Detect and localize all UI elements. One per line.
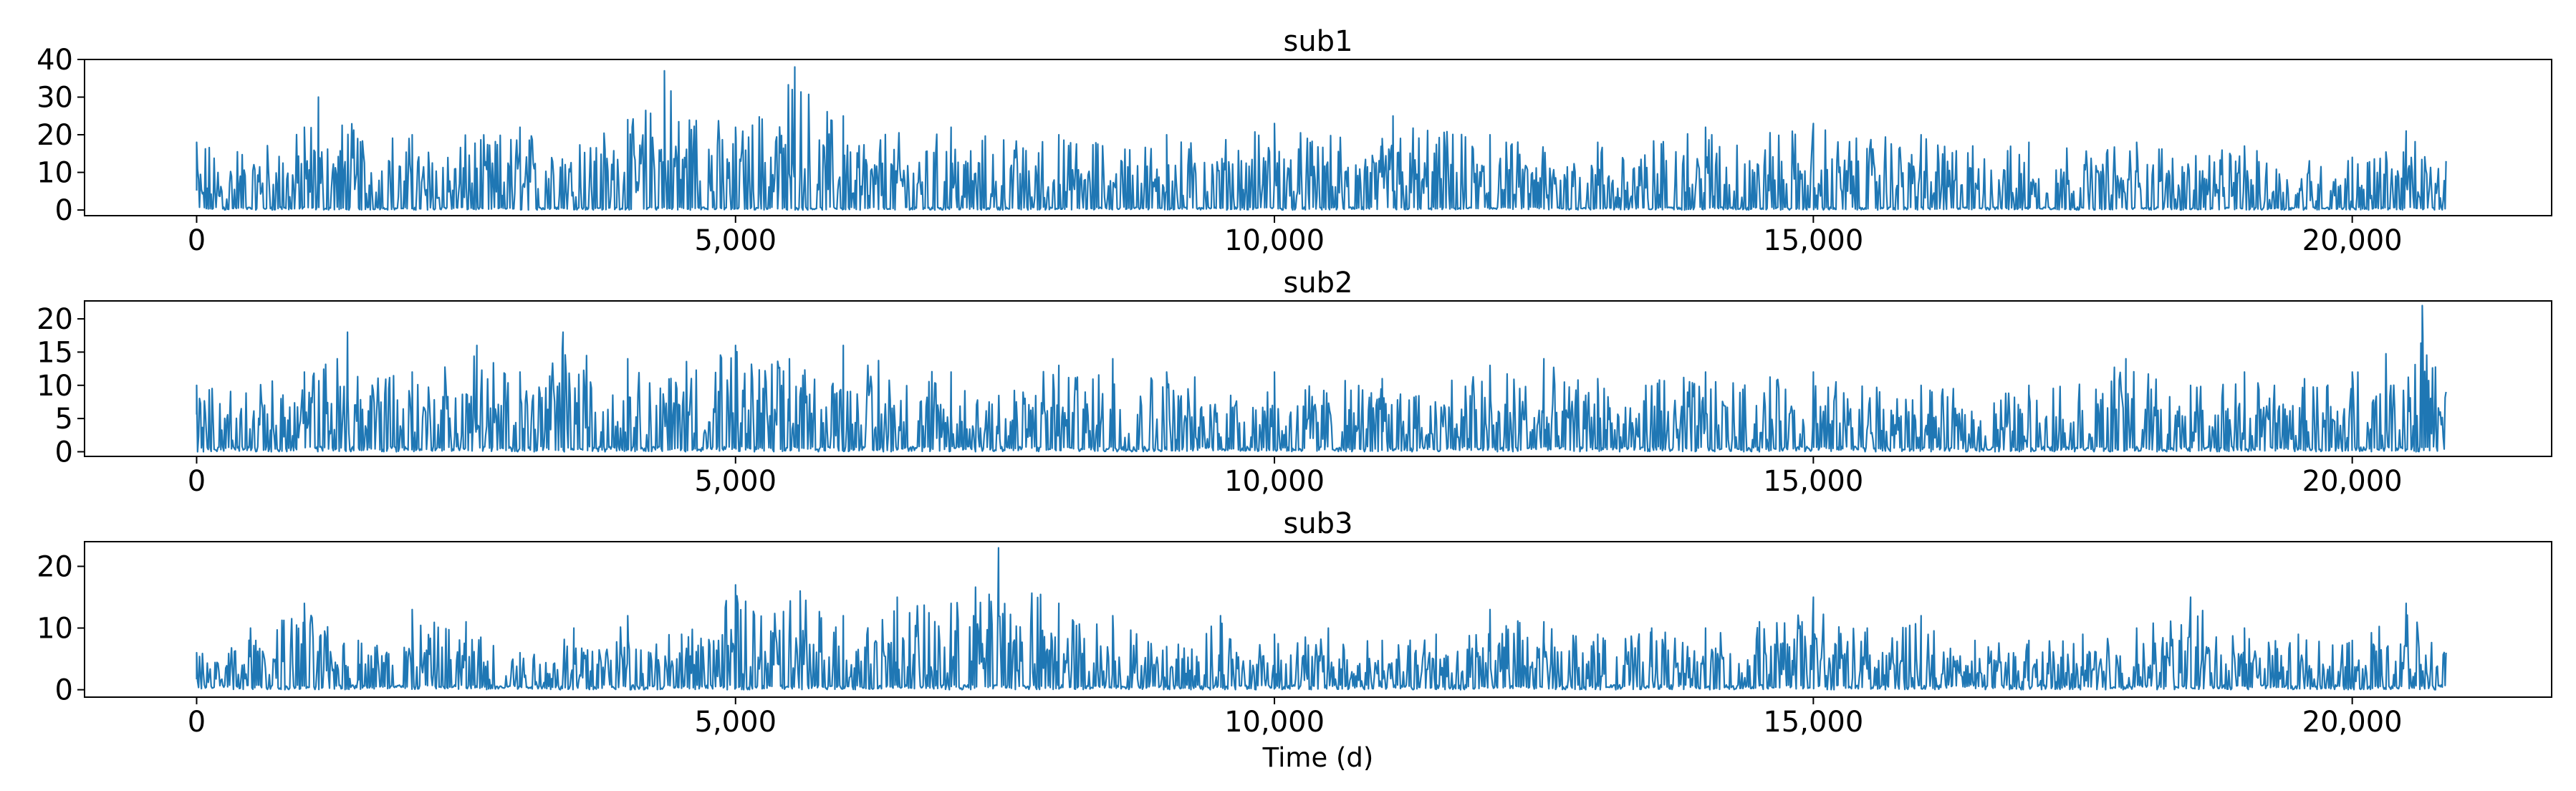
y-tick-label: 20	[37, 550, 73, 583]
series-line	[196, 305, 2447, 453]
x-tick-label: 20,000	[2302, 224, 2403, 257]
x-axis-label: Time (d)	[1262, 742, 1374, 773]
y-tick-label: 0	[55, 674, 73, 707]
y-tick-label: 40	[37, 44, 73, 77]
x-tick-label: 5,000	[695, 224, 777, 257]
x-tick-label: 20,000	[2302, 465, 2403, 498]
panel-title: sub1	[1283, 25, 1352, 58]
y-tick-label: 15	[37, 336, 73, 369]
x-tick-label: 5,000	[695, 465, 777, 498]
y-tick-label: 5	[55, 403, 73, 436]
plot-frame	[84, 541, 2552, 698]
x-tick-label: 5,000	[695, 706, 777, 739]
y-tick-label: 20	[37, 303, 73, 336]
x-tick-label: 0	[188, 465, 206, 498]
x-tick-label: 15,000	[1763, 465, 1863, 498]
x-tick-label: 0	[188, 224, 206, 257]
plot-frame	[84, 300, 2552, 457]
y-tick-label: 10	[37, 370, 73, 403]
plot-frame	[84, 59, 2552, 216]
series-line	[196, 66, 2447, 211]
x-tick-label: 20,000	[2302, 706, 2403, 739]
x-tick-label: 10,000	[1224, 224, 1325, 257]
x-tick-label: 15,000	[1763, 706, 1863, 739]
x-tick-label: 10,000	[1224, 465, 1325, 498]
panel-title: sub2	[1283, 267, 1352, 299]
panel-title: sub3	[1283, 507, 1352, 540]
y-tick-label: 30	[37, 82, 73, 115]
x-tick-label: 0	[188, 706, 206, 739]
y-tick-label: 10	[37, 157, 73, 190]
y-tick-label: 20	[37, 119, 73, 152]
y-tick-label: 0	[55, 194, 73, 227]
x-tick-label: 10,000	[1224, 706, 1325, 739]
x-tick-label: 15,000	[1763, 224, 1863, 257]
y-tick-label: 0	[55, 436, 73, 469]
y-tick-label: 10	[37, 613, 73, 646]
series-line	[196, 547, 2447, 691]
